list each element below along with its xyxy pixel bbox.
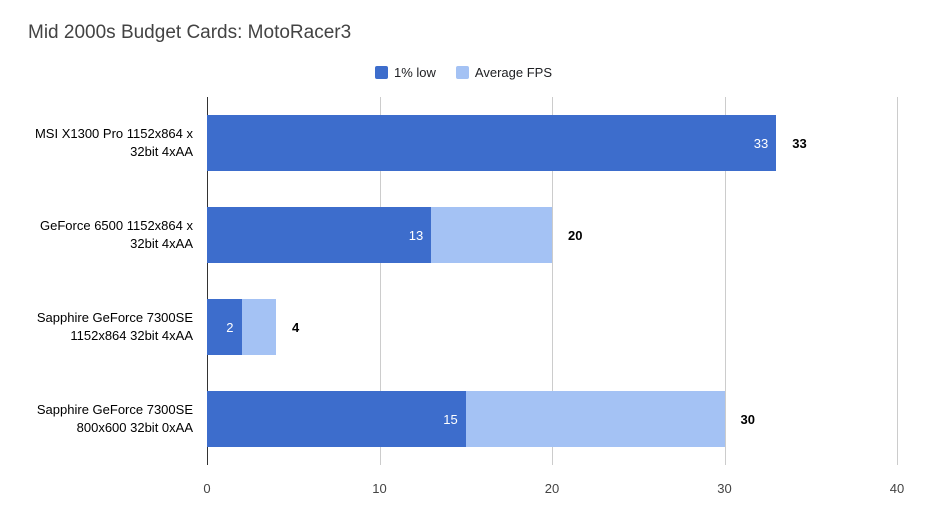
bar-rows: 33 33 13 20 2 4 15 30: [207, 97, 897, 465]
bar-segment-1pct-low: 15: [207, 391, 466, 447]
bar-segment-1pct-low: 33: [207, 115, 777, 171]
bar-row: 13 20: [207, 189, 897, 281]
x-gridline: [897, 97, 898, 465]
bar-segment-avg-fps: [431, 207, 552, 263]
legend-item-avg-fps: Average FPS: [455, 65, 552, 80]
x-gridline: [552, 97, 553, 465]
legend: 1% low Average FPS: [0, 65, 927, 80]
x-axis-tick-label: 0: [203, 481, 211, 496]
bar-value-label-1pct-low: 15: [443, 411, 458, 427]
bar-total-label-avg-fps: 33: [792, 135, 807, 151]
chart-title: Mid 2000s Budget Cards: MotoRacer3: [28, 22, 352, 43]
bar-segment-avg-fps: [241, 299, 276, 355]
bar-value-label-1pct-low: 2: [226, 319, 234, 335]
x-axis: 0 10 20 30 40: [203, 481, 904, 497]
bar-total-label-avg-fps: 30: [740, 411, 755, 427]
x-axis-tick-label: 20: [544, 481, 560, 496]
bar-value-label-1pct-low: 13: [408, 227, 424, 243]
category-label: Sapphire GeForce 7300SE 1152x864 32bit 4…: [36, 310, 193, 343]
bar-segment-1pct-low: 2: [207, 299, 242, 355]
legend-item-1pct-low: 1% low: [374, 65, 436, 80]
category-axis-labels: MSI X1300 Pro 1152x864 x 32bit 4xAA GeFor…: [0, 97, 193, 465]
category-label: Sapphire GeForce 7300SE 800x600 32bit 0x…: [36, 402, 193, 435]
legend-label-1pct-low: 1% low: [393, 65, 436, 80]
x-axis-tick-label: 10: [372, 481, 387, 496]
bar-value-label-1pct-low: 33: [753, 135, 769, 151]
bar-total-label-avg-fps: 20: [568, 227, 583, 243]
bar-total-label-avg-fps: 4: [292, 319, 300, 335]
x-axis-tick-label: 30: [717, 481, 732, 496]
bar-segment-avg-fps: [465, 391, 725, 447]
x-gridline: [379, 97, 381, 465]
legend-label-avg-fps: Average FPS: [474, 65, 552, 80]
category-label: MSI X1300 Pro 1152x864 x 32bit 4xAA: [34, 126, 193, 159]
bar-row: 15 30: [207, 373, 897, 465]
bar-row: 33 33: [207, 97, 897, 189]
y-axis-line: [207, 97, 208, 465]
category-label: GeForce 6500 1152x864 x 32bit 4xAA: [40, 218, 193, 251]
legend-swatch-avg-fps: [455, 66, 469, 79]
legend-swatch-1pct-low: [374, 66, 388, 79]
x-gridline: [724, 97, 726, 465]
x-axis-tick-label: 40: [889, 481, 905, 496]
bar-segment-1pct-low: 13: [207, 207, 432, 263]
plot-area: 33 33 13 20 2 4 15 30: [207, 97, 898, 465]
